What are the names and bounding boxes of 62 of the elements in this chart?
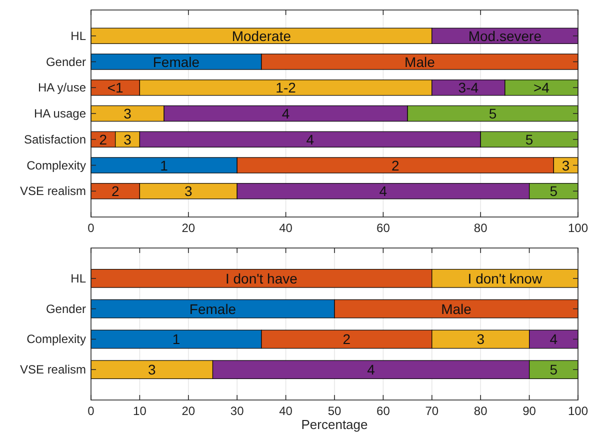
x-tick-label: 30 <box>230 404 244 418</box>
y-tick-label: Gender <box>46 54 86 69</box>
x-tick-label: 100 <box>568 404 588 418</box>
annotation: <1 <box>107 80 124 96</box>
annotation: 2 <box>99 131 108 148</box>
annotation: 2 <box>111 183 120 200</box>
annotation: 1 <box>172 331 180 348</box>
x-tick-label: 0 <box>88 404 95 418</box>
x-tick-label: 90 <box>522 404 536 418</box>
annotation: 5 <box>550 183 558 200</box>
x-tick-label: 20 <box>182 221 196 235</box>
y-tick-label: HA usage <box>34 106 86 120</box>
x-tick-label: 40 <box>279 404 293 418</box>
annotation: 3 <box>562 157 570 174</box>
annotation: 1 <box>160 157 168 174</box>
x-tick-label: 10 <box>133 404 147 418</box>
x-tick-label: 80 <box>474 404 488 418</box>
annotation: 4 <box>367 362 376 378</box>
annotation: 5 <box>488 106 497 122</box>
x-tick-label: 20 <box>182 404 196 418</box>
y-tick-label: Gender <box>46 302 86 316</box>
x-tick-label: 80 <box>474 221 488 235</box>
annotation: Female <box>189 300 236 317</box>
y-tick-label: Complexity <box>26 332 86 346</box>
x-tick-label: 100 <box>568 221 588 235</box>
x-tick-label: 70 <box>425 404 439 418</box>
x-tick-label: 0 <box>88 221 95 235</box>
annotation: I don't know <box>468 270 543 286</box>
annotation: Male <box>441 300 472 317</box>
y-tick-label: Satisfaction <box>24 132 86 146</box>
annotation: Mod.severe <box>468 28 542 44</box>
annotation: Male <box>404 54 436 70</box>
annotation: 1-2 <box>276 80 296 96</box>
annotation: 4 <box>550 331 558 348</box>
x-axis-title: Percentage <box>301 417 368 432</box>
annotation: 5 <box>550 362 558 378</box>
y-tick-label: HL <box>70 271 86 286</box>
x-tick-label: 50 <box>328 404 342 418</box>
annotation: 4 <box>282 106 290 122</box>
annotation: 2 <box>342 331 351 348</box>
y-tick-label: VSE realism <box>20 184 86 198</box>
x-tick-label: 60 <box>376 221 390 235</box>
x-tick-label: 60 <box>376 404 390 418</box>
annotation: 5 <box>525 131 534 148</box>
y-tick-label: Complexity <box>26 158 86 172</box>
annotation: 3 <box>184 183 192 200</box>
y-tick-label: VSE realism <box>20 362 86 377</box>
y-tick-label: HA y/use <box>38 80 86 95</box>
annotation: 2 <box>391 157 400 174</box>
x-tick-label: 40 <box>279 221 293 235</box>
annotation: 3 <box>124 106 132 122</box>
annotation: 4 <box>379 183 388 200</box>
annotation: 3 <box>476 331 485 348</box>
annotation: Female <box>152 54 200 70</box>
annotation: >4 <box>533 80 550 96</box>
annotation: 3-4 <box>458 80 479 96</box>
annotation: I don't have <box>225 270 298 286</box>
annotation: 3 <box>148 362 156 378</box>
annotation: 4 <box>306 131 314 148</box>
annotation: Moderate <box>232 28 292 44</box>
y-tick-label: HL <box>70 28 86 43</box>
annotation: 3 <box>124 131 132 148</box>
